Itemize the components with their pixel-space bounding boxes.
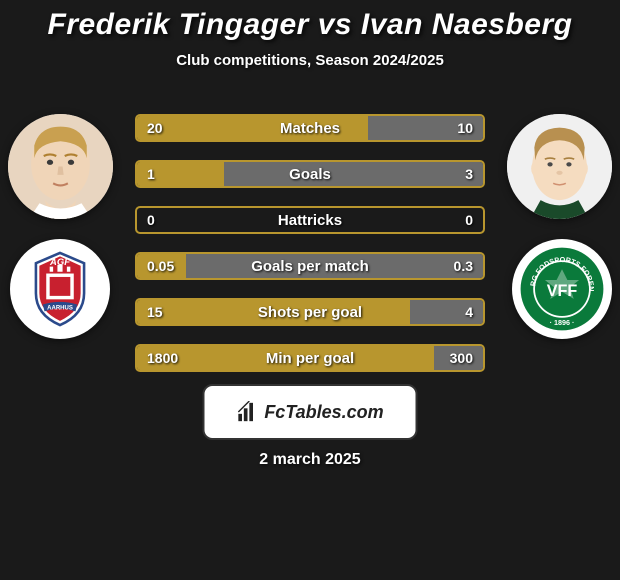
brand-box: FcTables.com [203, 384, 418, 440]
club-right-crest-icon: VFF VIBORG FODSPORTS FORENING · 1896 · [517, 244, 607, 334]
svg-text:AGF: AGF [49, 257, 70, 268]
club-left-badge: AGF AARHUS [10, 239, 110, 339]
stat-row: 15 Shots per goal 4 [135, 298, 485, 326]
stat-value-right: 0 [465, 212, 473, 228]
svg-text:VFF: VFF [547, 282, 578, 300]
stat-value-right: 3 [465, 166, 473, 182]
stat-label: Min per goal [266, 350, 354, 367]
svg-text:AARHUS: AARHUS [47, 306, 73, 312]
stat-row: 20 Matches 10 [135, 114, 485, 142]
svg-text:· 1896 ·: · 1896 · [550, 318, 575, 327]
page-title: Frederik Tingager vs Ivan Naesberg [48, 8, 573, 42]
player-right-face-icon [507, 114, 612, 219]
stat-value-left: 20 [147, 120, 163, 136]
club-right-badge: VFF VIBORG FODSPORTS FORENING · 1896 · [512, 239, 612, 339]
brand-text: FcTables.com [264, 402, 383, 423]
stat-value-right: 10 [457, 120, 473, 136]
bars-icon [236, 401, 258, 423]
subtitle: Club competitions, Season 2024/2025 [176, 52, 444, 69]
stat-row: 0 Hattricks 0 [135, 206, 485, 234]
player-left-face-icon [8, 114, 113, 219]
stat-label: Matches [280, 120, 340, 137]
stat-fill-right [224, 162, 484, 186]
player-right-avatar [507, 114, 612, 219]
stat-label: Goals per match [251, 258, 369, 275]
stat-value-right: 0.3 [454, 258, 473, 274]
stat-value-left: 0 [147, 212, 155, 228]
stat-value-left: 15 [147, 304, 163, 320]
stat-label: Hattricks [278, 212, 342, 229]
stat-row: 1 Goals 3 [135, 160, 485, 188]
stats-list: 20 Matches 10 1 Goals 3 0 Hattricks 0 0.05 Goals p… [135, 114, 485, 390]
stat-value-right: 300 [450, 350, 473, 366]
stat-row: 0.05 Goals per match 0.3 [135, 252, 485, 280]
stat-value-left: 1 [147, 166, 155, 182]
player-left-avatar [8, 114, 113, 219]
comparison-area: AGF AARHUS VFF VIBORG FODSPORTS FORENING… [0, 99, 620, 580]
stat-label: Goals [289, 166, 331, 183]
stat-row: 1800 Min per goal 300 [135, 344, 485, 372]
stat-value-right: 4 [465, 304, 473, 320]
stat-value-left: 1800 [147, 350, 178, 366]
date-text: 2 march 2025 [259, 451, 360, 469]
club-left-crest-icon: AGF AARHUS [17, 246, 103, 332]
stat-label: Shots per goal [258, 304, 362, 321]
stat-value-left: 0.05 [147, 258, 174, 274]
